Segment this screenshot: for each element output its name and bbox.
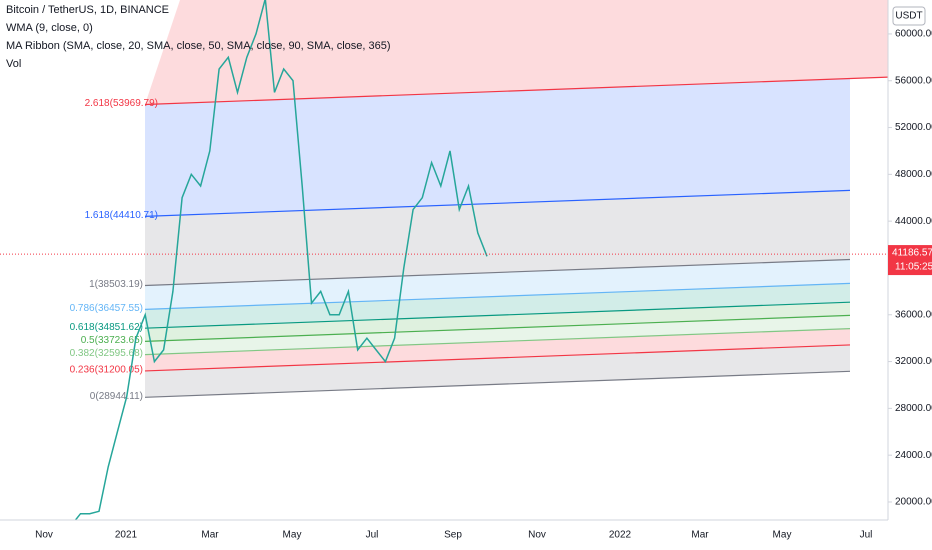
x-tick-label: Sep [444,530,462,541]
indicator: Vol [6,58,21,70]
fib-line [144,370,851,398]
fib-label: 1(38503.19) [89,279,143,290]
countdown: 11:05:25 [895,262,932,273]
fib-label: 0.236(31200.05) [70,365,143,376]
x-tick-label: 2021 [115,530,138,541]
last-price: 41186.57 [892,248,932,259]
fib-label: 0.786(36457.55) [70,303,143,314]
fib-label: 0(28944.11) [90,391,143,402]
chart-title: Bitcoin / TetherUS, 1D, BINANCE [6,4,169,16]
fib-label: 2.618(53969.79) [85,98,158,109]
fib-label: 1.618(44410.71) [85,210,158,221]
x-tick-label: 2022 [609,530,632,541]
y-tick-label: 20000.00 [895,497,932,508]
fib-line [144,301,851,329]
fib-line [144,344,851,372]
currency-box[interactable] [892,6,926,26]
fib-band [145,190,850,286]
price-tag [888,245,932,276]
fib-band [145,0,888,105]
y-tick-label: 44000.00 [895,216,932,227]
fib-band [145,259,850,310]
x-tick-label: May [283,530,302,541]
x-tick-label: Jul [860,530,873,541]
fib-line [144,327,851,356]
y-tick-label: 24000.00 [895,450,932,461]
fib-line [144,189,851,217]
fib-band [145,315,850,355]
fib-label: 0.5(33723.65) [81,335,143,346]
fib-label: 0.618(34851.62) [70,322,143,333]
fib-line [144,314,851,342]
fib-band [145,78,850,217]
fib-band [145,344,850,398]
y-tick-label: 60000.00 [895,29,932,40]
x-tick-label: Jul [366,530,379,541]
fib-band [145,302,850,342]
fib-line [144,282,851,311]
indicator: MA Ribbon (SMA, close, 20, SMA, close, 5… [6,40,391,52]
x-tick-label: Mar [201,530,219,541]
y-tick-label: 56000.00 [895,75,932,86]
fib-label: 0.382(32595.68) [70,348,143,359]
x-tick-label: May [773,530,792,541]
indicator: WMA (9, close, 0) [6,22,93,34]
price-line [74,0,488,520]
currency[interactable]: USDT [895,11,922,22]
fib-line [144,258,851,287]
y-tick-label: 32000.00 [895,356,932,367]
x-tick-label: Nov [528,530,546,541]
y-tick-label: 28000.00 [895,403,932,414]
fib-line [144,76,888,106]
y-tick-label: 36000.00 [895,309,932,320]
y-tick-label: 52000.00 [895,122,932,133]
x-tick-label: Mar [691,530,709,541]
x-tick-label: Nov [35,530,53,541]
y-tick-label: 48000.00 [895,169,932,180]
fib-band [145,328,850,371]
fib-band [145,283,850,329]
